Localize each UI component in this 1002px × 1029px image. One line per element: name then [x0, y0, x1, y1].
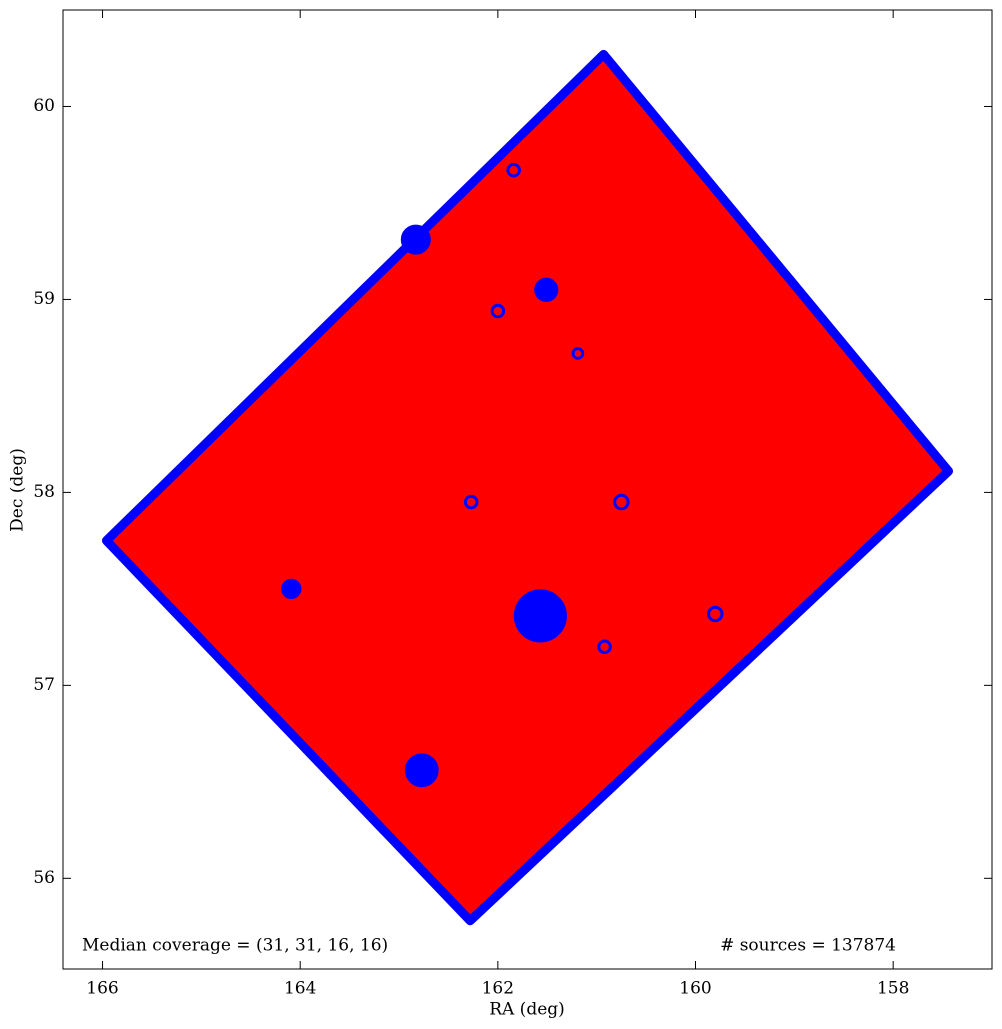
masked-source: [513, 589, 567, 643]
masked-source: [707, 605, 724, 623]
footprint: [101, 49, 954, 926]
masked-source: [613, 493, 630, 511]
y-tick-label: 58: [33, 482, 55, 502]
y-tick-label: 57: [33, 675, 55, 695]
y-tick-label: 60: [33, 96, 55, 116]
masked-source: [506, 162, 521, 178]
masked-source: [463, 494, 479, 510]
masked-source: [400, 224, 431, 255]
x-tick-label: 162: [482, 979, 514, 999]
x-tick-label: 164: [284, 979, 316, 999]
y-tick-label: 56: [33, 868, 55, 888]
x-axis-label: RA (deg): [489, 1000, 565, 1020]
masked-source: [404, 753, 439, 788]
annotation: # sources = 137874: [720, 936, 896, 956]
masked-source: [597, 639, 612, 655]
y-axis-label: Dec (deg): [8, 448, 28, 532]
masked-source: [281, 578, 302, 600]
plot-frame: [62, 9, 993, 970]
x-tick-label: 166: [86, 979, 118, 999]
annotation: Median coverage = (31, 31, 16, 16): [82, 936, 388, 956]
x-tick-label: 158: [877, 979, 909, 999]
masked-source: [534, 277, 559, 302]
masked-source: [571, 347, 585, 360]
x-tick-label: 160: [679, 979, 711, 999]
y-tick-label: 59: [33, 289, 55, 309]
masked-source: [490, 303, 506, 319]
